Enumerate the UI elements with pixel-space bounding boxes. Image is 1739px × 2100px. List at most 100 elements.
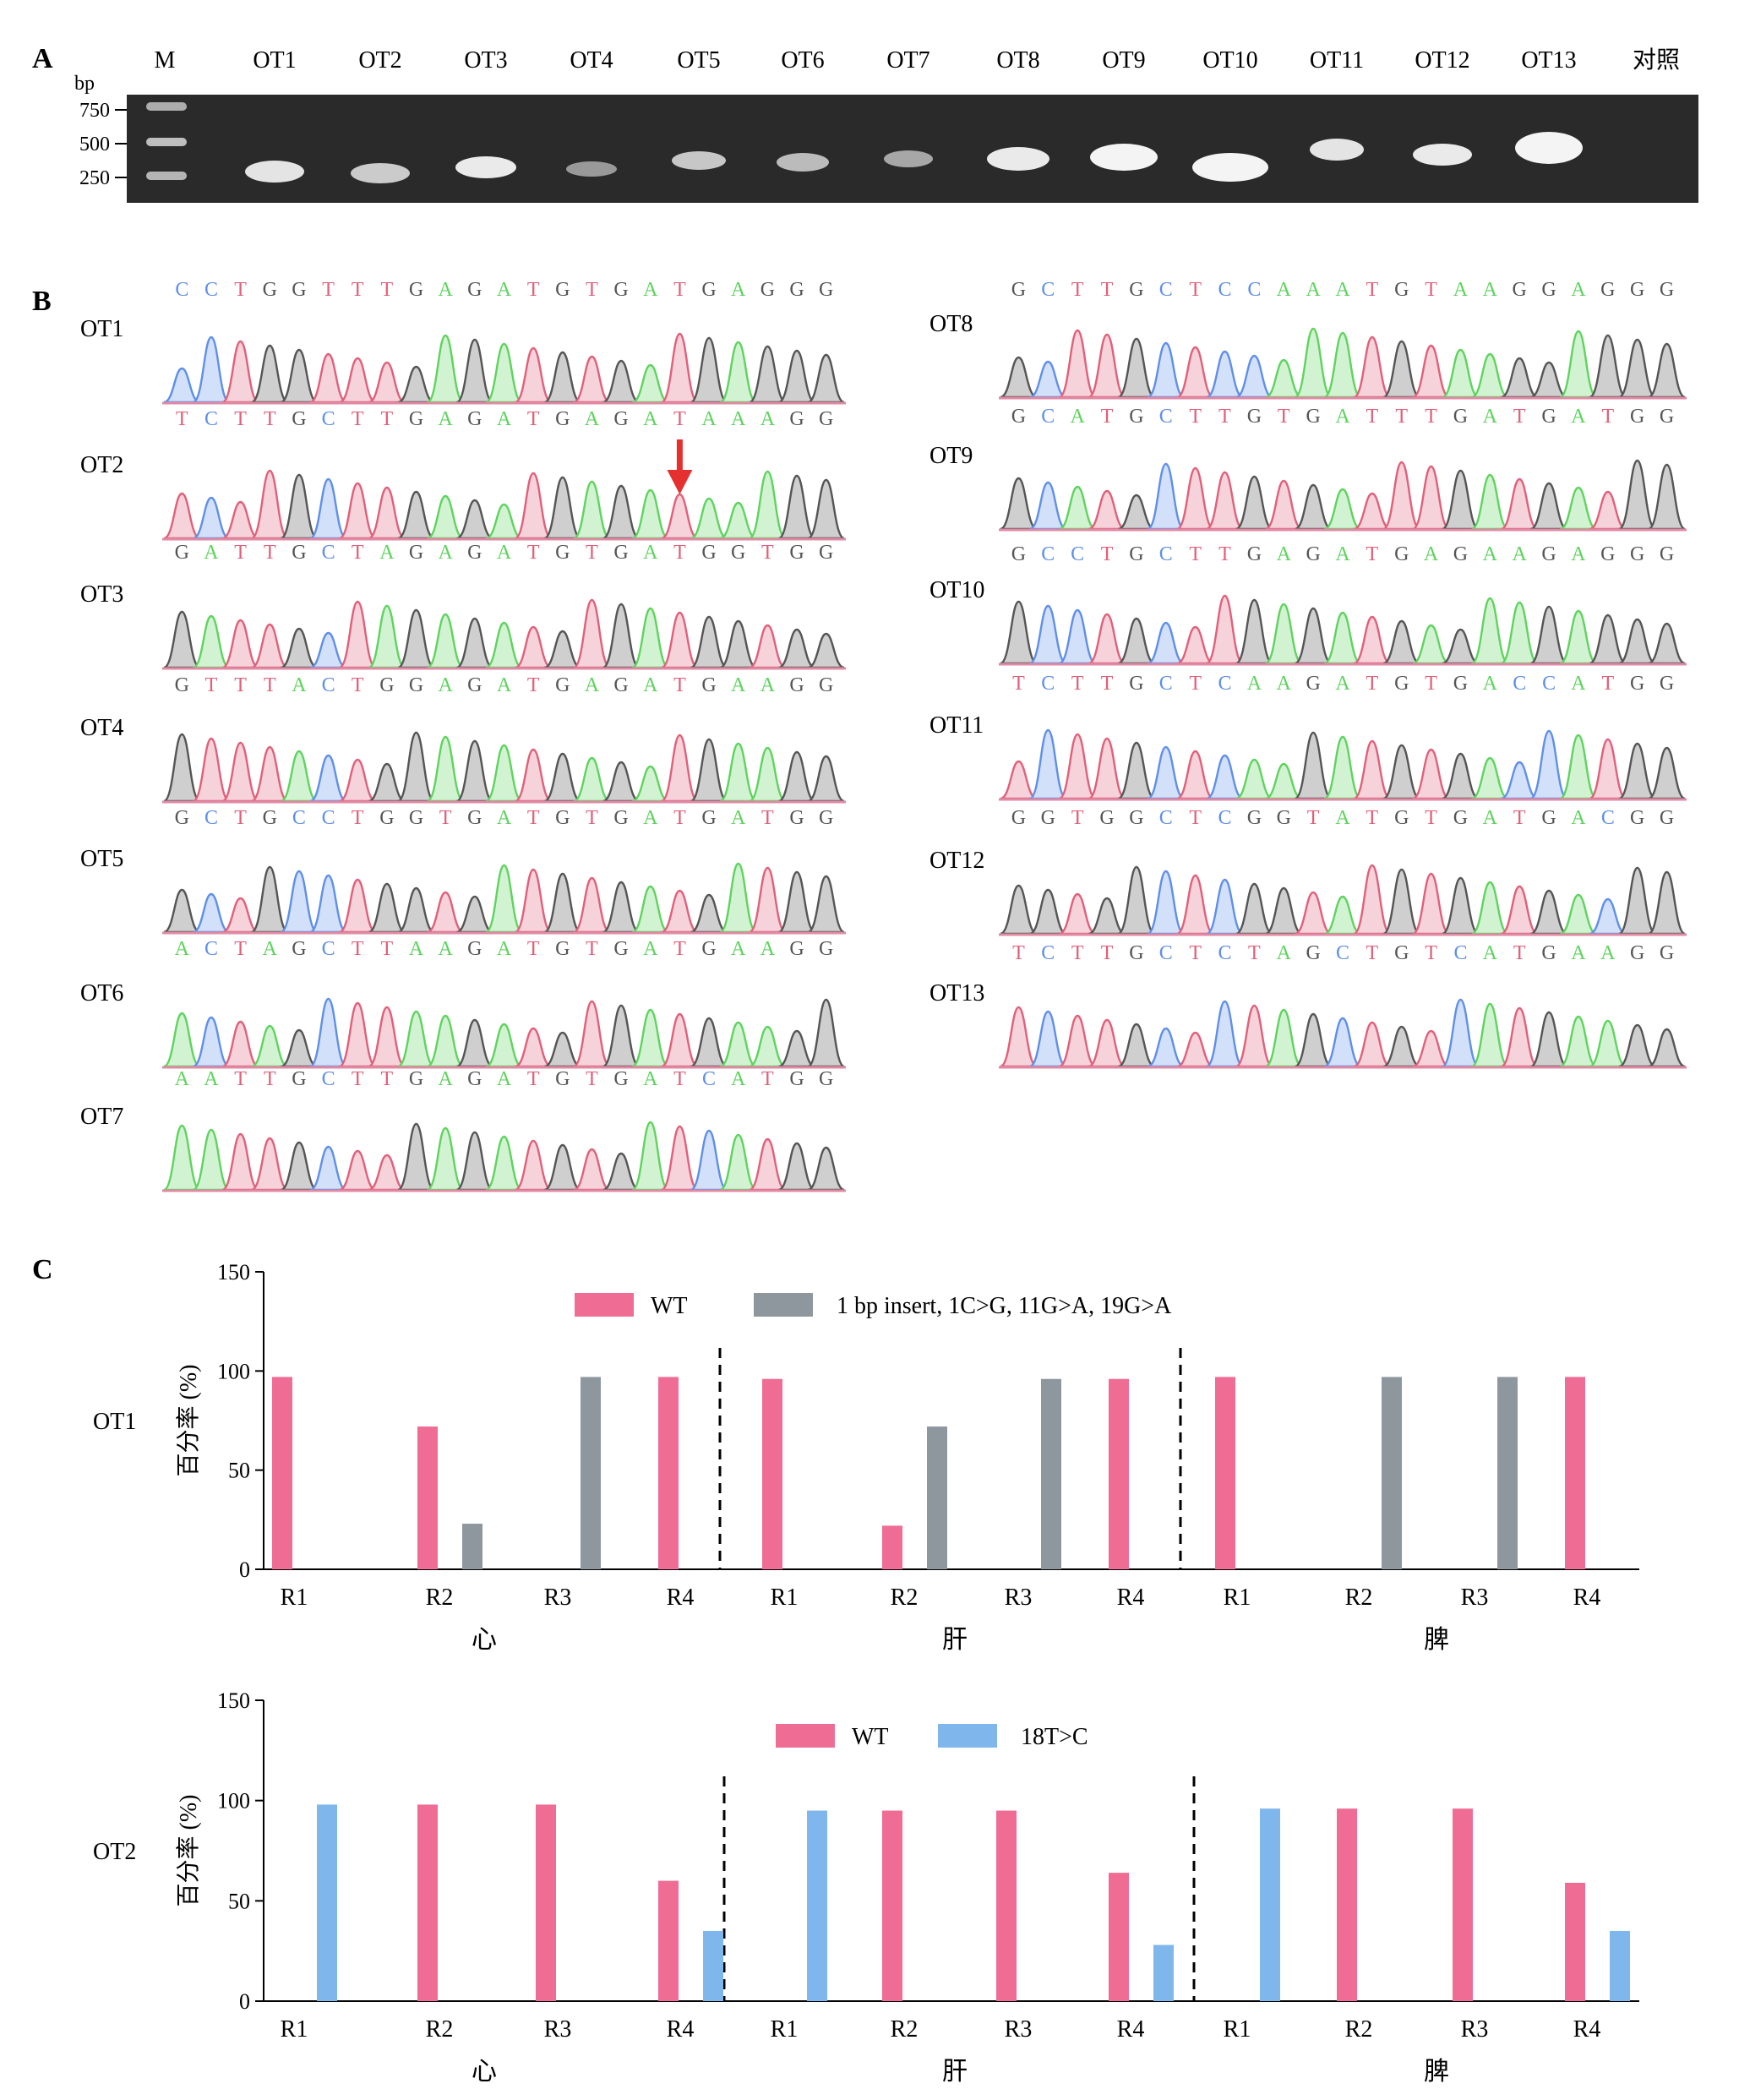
pcr-band (1090, 144, 1158, 171)
base-call: T (1366, 279, 1379, 301)
bar-wt (417, 1804, 438, 2001)
peak (485, 1023, 523, 1068)
peak (309, 352, 347, 404)
base-call: C (1041, 543, 1055, 565)
peak (368, 882, 406, 934)
pcr-band (1515, 132, 1583, 164)
peak (1294, 1012, 1333, 1068)
legend-swatch-mutant (754, 1293, 813, 1317)
base-call: T (234, 408, 247, 430)
peak (1412, 624, 1450, 665)
legend-swatch-wt (776, 1724, 835, 1748)
peak (280, 473, 319, 540)
base-call: A (439, 674, 454, 696)
peak (1618, 459, 1656, 531)
base-call: G (467, 408, 482, 430)
tissue-group-label: 心 (472, 2058, 497, 2086)
base-call: G (1011, 543, 1026, 565)
y-tick-label: 100 (217, 1789, 250, 1814)
peak (1618, 1023, 1656, 1068)
base-call: G (613, 938, 628, 960)
base-call: G (1011, 406, 1026, 428)
lane-label: OT2 (358, 47, 401, 74)
peak (661, 734, 699, 803)
peak (1648, 463, 1686, 531)
base-call: T (1012, 673, 1025, 695)
peak (1529, 482, 1568, 531)
peak (1235, 475, 1273, 531)
peak (1500, 601, 1539, 665)
peak (368, 486, 406, 540)
peak (397, 365, 435, 404)
base-call: G (555, 807, 570, 829)
peak (690, 497, 728, 540)
y-tick-label: 50 (228, 1459, 250, 1483)
peak (309, 997, 347, 1068)
base-call: A (731, 1068, 746, 1090)
base-call: T (586, 542, 598, 564)
base-call: A (497, 807, 512, 829)
peak (1206, 1000, 1244, 1068)
base-call: G (467, 938, 482, 960)
peak (485, 621, 523, 669)
base-call: G (409, 408, 423, 430)
x-tick-label: R4 (667, 2016, 695, 2043)
peak (1529, 1011, 1568, 1068)
base-call: T (381, 1068, 394, 1090)
base-call: G (292, 1068, 306, 1090)
lane-label: M (155, 47, 176, 74)
ladder-tick-label: 750 (79, 100, 110, 122)
peak (339, 1149, 377, 1192)
peak (1618, 866, 1656, 935)
base-call: G (175, 542, 189, 564)
lane-label: OT8 (996, 47, 1039, 74)
base-call: G (1306, 942, 1320, 964)
peak (1559, 486, 1598, 531)
peak (1559, 734, 1598, 800)
peak (1117, 1023, 1156, 1068)
peak (1442, 628, 1480, 665)
base-call: A (1277, 673, 1292, 695)
legend-label-mutant: 1 bp insert, 1C>G, 11G>A, 19G>A (837, 1293, 1172, 1319)
peak (1382, 868, 1420, 935)
peak (1648, 746, 1686, 800)
peak (1353, 864, 1392, 935)
peak (368, 604, 406, 669)
base-call: G (1630, 942, 1644, 964)
peak (543, 1031, 581, 1068)
trace-label: OT9 (929, 443, 973, 469)
base-call: C (322, 408, 335, 430)
base-call: C (1218, 942, 1232, 964)
base-call: T (1012, 942, 1025, 964)
peak (1235, 758, 1273, 800)
base-call: T (1218, 543, 1231, 565)
peak (1501, 885, 1539, 935)
tissue-group-label: 肝 (942, 2058, 968, 2086)
lane-label: OT10 (1202, 47, 1257, 74)
base-call: T (381, 279, 394, 301)
peak (1029, 728, 1067, 800)
peak (1382, 744, 1420, 800)
base-call: G (1394, 807, 1409, 829)
peak (1294, 731, 1333, 800)
peak (455, 1131, 493, 1192)
base-call: T (1071, 673, 1084, 695)
peak (163, 367, 201, 404)
peak (1029, 888, 1067, 935)
peak (807, 353, 845, 404)
base-call: T (1425, 406, 1437, 428)
peak (485, 864, 523, 934)
base-call: G (1247, 543, 1262, 565)
base-call: G (613, 674, 628, 696)
base-call: C (292, 807, 306, 829)
base-call: A (204, 1068, 219, 1090)
peak (1529, 889, 1568, 935)
base-call: G (1630, 279, 1644, 301)
base-call: G (467, 1068, 482, 1090)
peak (778, 1142, 816, 1192)
trace-label: OT6 (80, 980, 123, 1006)
base-call: A (439, 1068, 454, 1090)
base-call: T (352, 1068, 364, 1090)
